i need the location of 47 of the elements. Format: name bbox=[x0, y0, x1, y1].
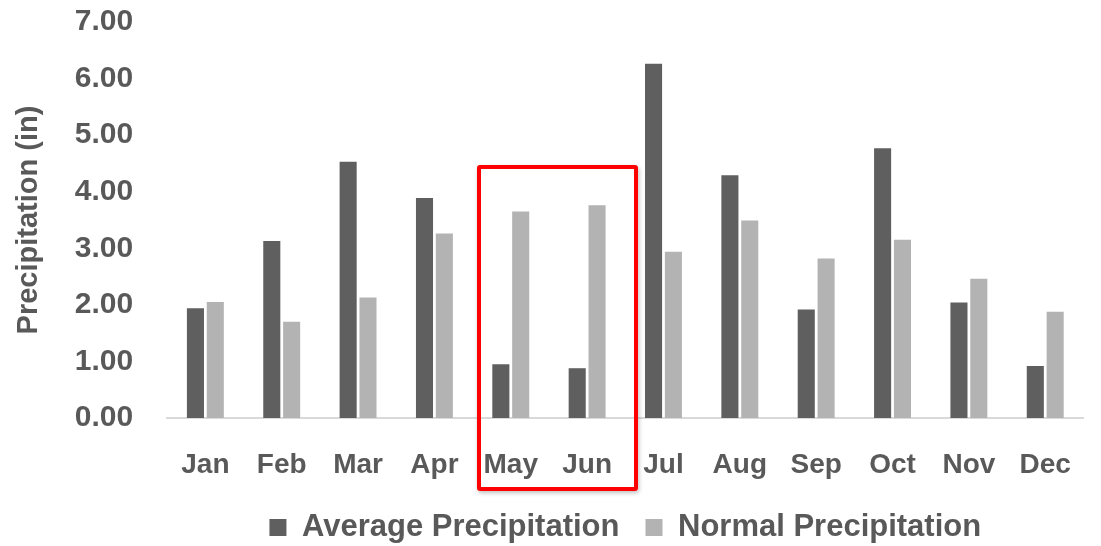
x-tick-label: Mar bbox=[333, 447, 384, 479]
bar bbox=[512, 211, 530, 418]
bar bbox=[797, 309, 815, 418]
bar bbox=[359, 297, 377, 418]
y-tick-label: 5.00 bbox=[74, 116, 134, 150]
x-tick-label: Apr bbox=[410, 447, 459, 479]
x-tick-label: Jul bbox=[643, 447, 684, 479]
x-tick-label: Nov bbox=[942, 447, 996, 479]
x-tick-label: Sep bbox=[790, 447, 842, 479]
bar bbox=[263, 240, 281, 418]
bar bbox=[568, 368, 586, 418]
bar bbox=[950, 302, 968, 418]
x-tick-label: Dec bbox=[1019, 447, 1071, 479]
bar bbox=[874, 148, 892, 418]
y-axis-title: Precipitation (in) bbox=[11, 105, 44, 335]
y-tick-label: 6.00 bbox=[74, 59, 134, 93]
bar bbox=[339, 161, 357, 418]
bar bbox=[970, 278, 988, 418]
bar bbox=[664, 251, 682, 418]
bar bbox=[741, 220, 759, 418]
bar bbox=[645, 63, 663, 418]
bar bbox=[186, 308, 204, 418]
bar bbox=[415, 197, 434, 418]
bar bbox=[817, 258, 835, 418]
legend-label: Normal Precipitation bbox=[678, 508, 982, 544]
x-tick-label: Feb bbox=[256, 447, 307, 479]
bar bbox=[206, 302, 224, 418]
bar bbox=[588, 205, 606, 418]
legend-label: Average Precipitation bbox=[301, 508, 620, 544]
y-tick-label: 3.00 bbox=[74, 229, 134, 263]
bar bbox=[721, 175, 739, 418]
bar bbox=[1046, 311, 1064, 418]
x-tick-label: Jun bbox=[562, 447, 613, 479]
y-tick-label: 7.00 bbox=[74, 3, 134, 37]
y-tick-label: 2.00 bbox=[74, 286, 134, 320]
x-tick-label: Oct bbox=[869, 447, 916, 479]
bar bbox=[1026, 365, 1044, 418]
x-tick-label: Jan bbox=[181, 447, 230, 479]
y-tick-label: 4.00 bbox=[74, 172, 134, 206]
bar bbox=[283, 321, 301, 418]
bar bbox=[492, 364, 510, 418]
x-tick-label: May bbox=[483, 447, 539, 479]
bar bbox=[893, 239, 911, 418]
bar bbox=[435, 233, 453, 418]
y-tick-label: 1.00 bbox=[74, 342, 134, 376]
y-tick-label: 0.00 bbox=[74, 399, 134, 433]
x-tick-label: Aug bbox=[712, 447, 768, 479]
